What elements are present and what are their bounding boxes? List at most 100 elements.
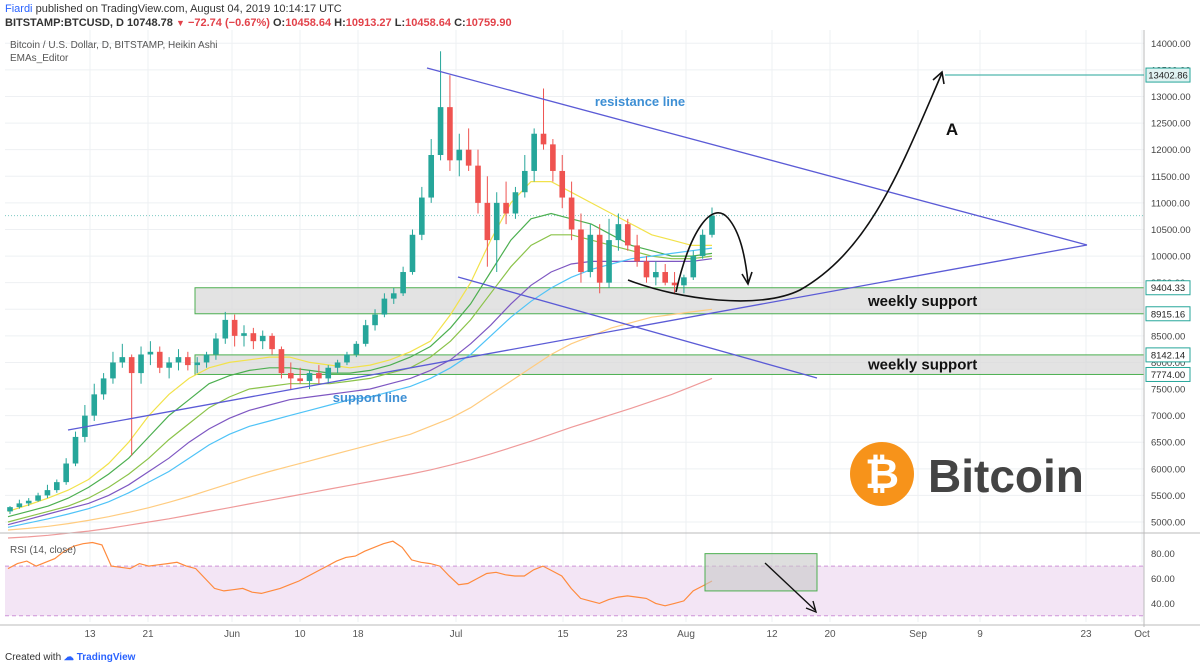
candle-body [456,149,463,161]
candle-body [699,234,706,257]
x-tick-label: 20 [824,629,836,640]
candle-body [643,261,650,278]
candle-body [7,507,13,512]
x-tick-label: Sep [909,629,927,640]
price-level-label: 9404.33 [1151,283,1185,294]
candle-body [259,335,266,342]
candle-body [493,202,500,241]
price-tick-label: 12000.00 [1151,145,1191,156]
candle-body [550,144,556,171]
candle-body [559,170,566,198]
short-term-arrow [675,212,749,293]
x-tick-label: Jun [224,629,240,640]
candle-body [709,215,715,235]
weekly-support-label: weekly support [867,293,977,310]
x-tick-label: 12 [766,629,778,640]
candle-body [578,229,584,273]
candle-body [419,197,425,235]
candle-body [381,298,388,315]
price-level-tag [1145,366,1191,382]
price-tick-label: 7000.00 [1151,411,1185,422]
chart-legend-title: Bitcoin / U.S. Dollar, D, BITSTAMP, Heik… [10,40,218,51]
candle-body [390,293,397,299]
ema-line [7,247,713,528]
candle-body [484,202,491,241]
candle-body [596,234,603,283]
weekly-support-label: weekly support [867,357,977,374]
indicator-legend[interactable]: EMAs_Editor [10,53,69,64]
candle-body [372,314,378,326]
price-tick-label: 12500.00 [1151,119,1191,130]
candle-body [531,133,537,171]
candle-body [185,357,191,366]
candle-body [128,357,135,374]
rsi-band [5,566,1144,616]
author-link[interactable]: Fiardi [5,3,33,15]
candle-body [409,234,416,273]
price-tick-label: 8500.00 [1151,331,1185,342]
candle-body [35,495,41,501]
price-tick-label: 10500.00 [1151,225,1191,236]
candle-body [63,463,69,483]
candle-body [194,362,201,366]
candle-body [362,325,369,344]
price-tick-label: 5000.00 [1151,518,1185,529]
x-tick-label: 9 [977,629,983,640]
candle-body [278,349,285,374]
candle-body [521,170,528,193]
arrowhead-icon [932,70,945,85]
candle-body [353,343,360,355]
candle-body [465,149,472,166]
rsi-highlight-box [704,553,818,592]
down-arrow-icon: ▼ [175,18,185,28]
candle-body [250,333,257,342]
footer-brand[interactable]: TradingView [76,652,136,663]
candle-body [241,333,247,336]
price-level-label: 7774.00 [1151,370,1185,381]
footer-created: Created with [5,652,62,663]
arrowhead-icon [805,600,818,614]
candle-body [53,482,60,491]
price-tick-label: 10000.00 [1151,252,1191,263]
candle-body [316,373,322,379]
bitcoin-logo-text: Bitcoin [928,450,1084,502]
price-level-tag [1145,280,1191,296]
bitcoin-logo-icon: ₿ [850,442,914,506]
price-tick-label: 11000.00 [1151,198,1190,209]
candle-body [615,224,622,241]
ema-line [7,234,713,523]
candle-body [512,192,519,214]
candle-body [671,282,678,286]
tradingview-logo-icon[interactable]: ☁ [63,652,74,663]
x-tick-label: 21 [142,629,154,640]
price-tick-label: 8000.00 [1151,358,1185,369]
price-level-tag [1145,347,1191,363]
low-label: L: [394,17,406,29]
last-price: 10748.78 [127,17,173,29]
rsi-legend[interactable]: RSI (14, close) [10,545,77,556]
high-value: 10913.27 [345,17,392,29]
candle-body [587,234,594,273]
x-tick-label: 15 [557,629,569,640]
price-tick-label: 7500.00 [1151,385,1185,396]
price-change: −72.74 (−0.67%) [187,17,270,29]
resistance-line [426,67,1088,246]
price-level-label: 8142.14 [1151,350,1185,361]
x-tick-label: 23 [1080,629,1092,640]
candle-body [231,319,238,336]
symbol-info: BITSTAMP:BTCUSD, D 10748.78 ▼ −72.74 (−0… [5,17,512,29]
candle-body [297,378,303,382]
close-value: 10759.90 [465,17,512,29]
candle-body [175,357,182,363]
x-tick-label: 13 [84,629,96,640]
candle-body [503,202,509,214]
candle-body [653,272,659,278]
price-tick-label: 13000.00 [1151,92,1191,103]
price-tick-label: 14000.00 [1151,39,1191,50]
publish-info: Fiardi published on TradingView.com, Aug… [5,3,342,15]
candle-body [681,277,687,286]
trendlines [67,67,1088,431]
x-tick-label: 18 [352,629,364,640]
open-label: O: [272,17,286,29]
